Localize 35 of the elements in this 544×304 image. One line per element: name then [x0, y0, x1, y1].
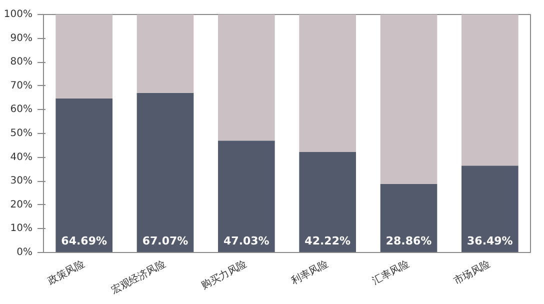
data-label: 28.86% — [386, 234, 432, 248]
bar — [462, 166, 518, 252]
bar — [299, 14, 356, 152]
y-tick-label: 60% — [10, 104, 33, 116]
y-tick-label: 20% — [10, 199, 33, 210]
x-tick-label: 利率风险 — [289, 258, 330, 288]
y-tick-label: 80% — [10, 56, 33, 68]
y-tick-label: 40% — [10, 152, 33, 163]
bar — [299, 152, 356, 252]
x-tick-label: 宏观经济风险 — [109, 258, 168, 297]
y-tick-label: 50% — [10, 128, 33, 139]
bar — [136, 14, 194, 93]
bar — [56, 98, 112, 252]
y-tick-label: 90% — [10, 32, 33, 44]
y-tick-label: 10% — [10, 223, 33, 234]
bar — [218, 14, 275, 141]
x-tick-label: 汇率风险 — [370, 258, 412, 288]
y-tick-label: 30% — [10, 176, 33, 187]
bar — [56, 14, 112, 99]
bar — [218, 140, 275, 252]
x-tick-label: 购买力风险 — [199, 258, 249, 292]
data-label: 47.03% — [224, 234, 270, 248]
x-tick-label: 政策风险 — [46, 258, 87, 288]
x-tick-label: 市场风险 — [452, 258, 492, 288]
data-label: 67.07% — [142, 234, 188, 248]
bar — [380, 14, 438, 184]
data-label: 36.49% — [467, 234, 513, 248]
bar — [462, 14, 518, 166]
data-label: 64.69% — [61, 234, 108, 248]
bar — [380, 184, 438, 252]
bar — [136, 92, 194, 252]
y-tick-label: 100% — [4, 9, 33, 20]
data-label: 42.22% — [304, 234, 351, 248]
y-tick-label: 70% — [10, 80, 33, 92]
y-tick-label: 0% — [16, 247, 33, 258]
